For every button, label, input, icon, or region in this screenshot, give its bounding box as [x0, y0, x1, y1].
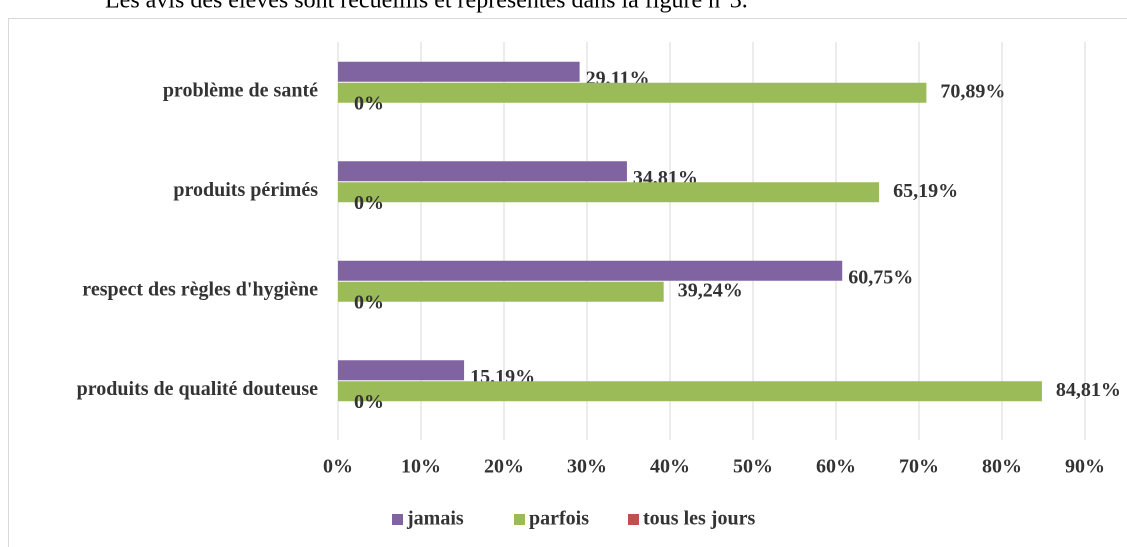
bar [338, 161, 627, 182]
data-label: 0% [354, 192, 384, 214]
x-tick-label: 10% [401, 456, 441, 478]
bar [338, 381, 1042, 402]
x-tick-label: 50% [733, 456, 773, 478]
legend-swatch [628, 514, 639, 525]
y-tick-label: respect des règles d'hygiène [82, 278, 318, 300]
x-tick-label: 70% [899, 456, 939, 478]
x-tick-label: 90% [1065, 456, 1105, 478]
y-tick-label: problème de santé [163, 79, 318, 101]
data-label: 65,19% [893, 180, 958, 202]
data-label: 0% [354, 92, 384, 114]
data-label: 39,24% [678, 279, 743, 301]
data-label: 0% [354, 391, 384, 413]
y-tick-label: produits de qualité douteuse [77, 378, 318, 400]
x-tick-label: 20% [484, 456, 524, 478]
chart-frame [8, 18, 1127, 547]
x-tick-label: 30% [567, 456, 607, 478]
x-tick-label: 0% [323, 456, 353, 478]
bar [338, 281, 664, 302]
x-tick-label: 40% [650, 456, 690, 478]
legend-swatch [514, 514, 525, 525]
x-tick-label: 80% [982, 456, 1022, 478]
data-label: 84,81% [1056, 379, 1121, 401]
legend-label: parfois [529, 508, 589, 530]
bar [338, 82, 927, 103]
data-label: 70,89% [940, 80, 1005, 102]
bar [338, 260, 843, 281]
data-label: 0% [354, 291, 384, 313]
legend-swatch [392, 514, 403, 525]
caption: Les avis des élèves sont recueillis et r… [105, 0, 748, 14]
legend-label: tous les jours [643, 508, 755, 530]
bar [338, 360, 465, 381]
x-tick-label: 60% [816, 456, 856, 478]
legend-label: jamais [406, 508, 464, 530]
bar [338, 61, 580, 82]
data-label: 60,75% [848, 266, 913, 288]
bar [338, 182, 880, 203]
y-tick-label: produits périmés [173, 179, 318, 201]
